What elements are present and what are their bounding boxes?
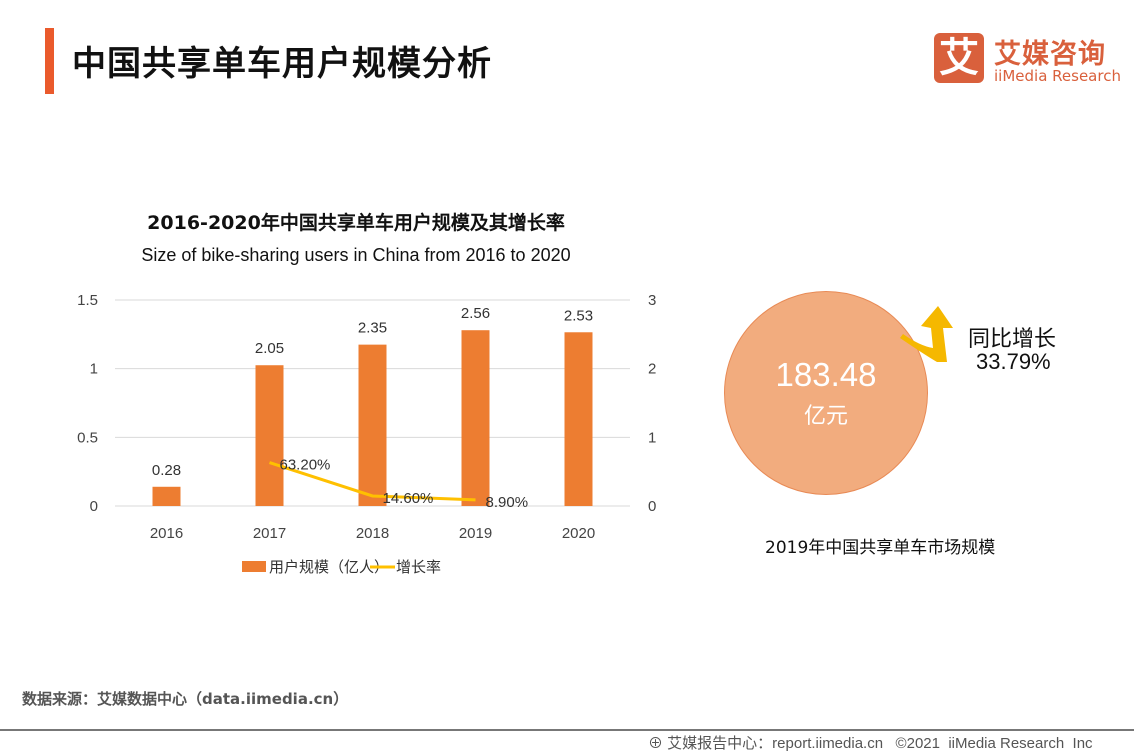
logo-name-cn: 艾媒咨询 [994, 39, 1106, 70]
footer: ⊕ 艾媒报告中心：report.iimedia.cn ©2021 iiMedia… [648, 732, 1093, 753]
bar-data-label: 2.05 [255, 340, 284, 357]
market-size-value: 183.48 [775, 356, 877, 393]
market-size-caption: 2019年中国共享单车市场规模 [765, 538, 996, 558]
line-data-label: 63.20% [280, 457, 331, 474]
x-axis-tick: 2017 [253, 525, 286, 542]
bar [255, 365, 284, 506]
left-axis-tick: 1.5 [77, 292, 98, 309]
market-size-unit: 亿元 [803, 404, 848, 429]
footer-text: 艾媒报告中心：report.iimedia.cn ©2021 iiMedia R… [667, 735, 1093, 752]
chart-subtitle: Size of bike-sharing users in China from… [141, 245, 571, 265]
bar [358, 344, 387, 506]
x-axis-tick: 2019 [459, 525, 492, 542]
bar-data-label: 2.56 [461, 305, 490, 322]
yoy-growth-value: 33.79% [976, 349, 1051, 374]
combo-chart: 0 0.5 1 1.5 0 1 2 3 0.28 2.05 2.35 2.56 2.53 63.20% 14… [77, 292, 656, 576]
growth-line [269, 461, 476, 502]
line-data-label: 8.90% [486, 494, 529, 511]
line-data-label: 14.60% [383, 490, 434, 507]
legend-line-label: 增长率 [396, 559, 441, 576]
bar-data-label: 0.28 [152, 462, 181, 479]
bar [461, 330, 490, 506]
left-axis-tick: 0.5 [77, 429, 98, 446]
yoy-growth-label: 同比增长 [968, 327, 1057, 352]
x-axis-tick: 2018 [356, 525, 389, 542]
right-axis-tick: 3 [648, 292, 656, 309]
legend-bar-label: 用户规模（亿人） [269, 559, 389, 576]
logo-mark: 艾 [934, 33, 984, 83]
chart-title: 2016-2020年中国共享单车用户规模及其增长率 [147, 212, 565, 234]
data-source: 数据来源：艾媒数据中心（data.iimedia.cn） [22, 690, 349, 708]
left-axis-tick: 1 [90, 361, 98, 378]
globe-icon: ⊕ [648, 735, 668, 752]
bar-data-label: 2.53 [564, 307, 593, 324]
bar [564, 332, 593, 506]
logo-name-en: iiMedia Research [994, 67, 1121, 85]
footer-divider [0, 729, 1134, 731]
x-axis-tick: 2020 [562, 525, 595, 542]
right-axis-tick: 1 [648, 429, 656, 446]
growth-arrow-icon [900, 306, 953, 362]
title-accent-bar [45, 28, 54, 94]
bar-data-label: 2.35 [358, 320, 387, 337]
left-axis-tick: 0 [90, 498, 98, 515]
page-title: 中国共享单车用户规模分析 [72, 44, 492, 84]
market-size-circle [724, 291, 928, 495]
right-axis-tick: 0 [648, 498, 656, 515]
legend-bar-swatch [242, 561, 266, 572]
right-axis-tick: 2 [648, 361, 656, 378]
x-axis-tick: 2016 [150, 525, 183, 542]
bar [152, 486, 181, 506]
